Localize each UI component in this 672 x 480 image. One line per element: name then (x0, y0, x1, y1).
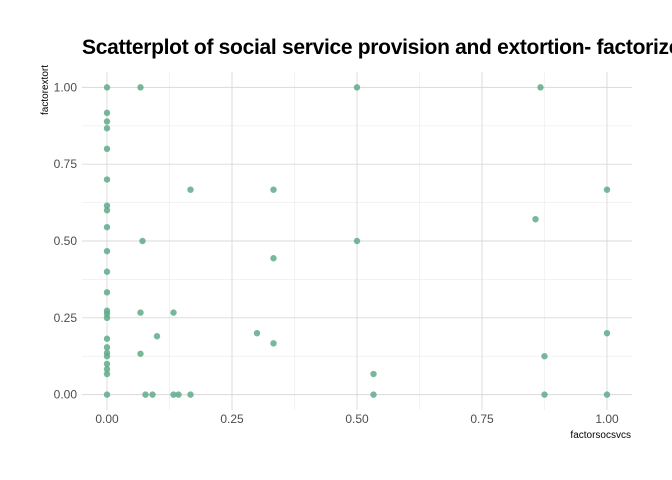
y-axis-title: factorextort (40, 65, 51, 115)
data-point (170, 309, 177, 316)
data-point (103, 335, 111, 342)
data-point (187, 391, 194, 398)
data-point (137, 350, 144, 357)
data-point (175, 391, 182, 398)
data-point (142, 391, 149, 398)
data-point (103, 118, 111, 125)
data-point (270, 186, 277, 193)
data-points (103, 84, 611, 398)
data-point (603, 391, 611, 398)
data-point (103, 202, 111, 209)
grid-lines (82, 72, 632, 410)
y-tick-label: 1.00 (54, 80, 78, 94)
tick-labels: 0.00 0.25 0.50 0.75 1.00 0.00 0.25 0.50 0.75 1.00 (54, 80, 619, 426)
data-point (253, 329, 261, 337)
data-point (103, 145, 111, 153)
data-point (103, 176, 111, 183)
data-point (149, 391, 156, 398)
data-point (603, 329, 611, 337)
data-point (137, 84, 144, 91)
data-point (370, 370, 377, 378)
data-point (103, 365, 111, 373)
data-point (103, 247, 111, 255)
data-point (103, 344, 111, 351)
y-tick-label: 0.25 (54, 311, 78, 325)
data-point (139, 237, 146, 245)
data-point (103, 84, 111, 91)
data-point (103, 207, 111, 214)
data-point (103, 268, 111, 275)
data-point (370, 391, 377, 398)
data-point (532, 215, 539, 223)
data-point (270, 340, 277, 347)
data-point (270, 255, 277, 262)
x-tick-label: 0.50 (345, 412, 369, 426)
data-point (103, 223, 111, 231)
x-tick-label: 0.25 (220, 412, 244, 426)
data-point (187, 186, 194, 193)
x-tick-label: 0.75 (470, 412, 494, 426)
data-point (103, 360, 111, 368)
x-axis-title: factorsocsvcs (570, 430, 631, 441)
data-point (541, 391, 548, 398)
x-tick-label: 1.00 (595, 412, 619, 426)
y-tick-label: 0.50 (54, 234, 78, 248)
data-point (103, 125, 111, 132)
data-point (353, 237, 361, 245)
data-point (537, 84, 544, 91)
data-point (103, 370, 111, 378)
data-point (103, 391, 111, 398)
data-point (170, 391, 177, 398)
data-point (103, 289, 111, 296)
x-tick-label: 0.00 (95, 412, 119, 426)
data-point (541, 353, 548, 360)
y-tick-label: 0.00 (54, 388, 78, 402)
data-point (103, 109, 111, 117)
data-point (137, 309, 144, 316)
data-point (103, 353, 111, 360)
data-point (153, 333, 161, 340)
data-point (353, 84, 361, 91)
data-point (103, 314, 111, 322)
y-tick-label: 0.75 (54, 157, 78, 171)
data-point (603, 186, 611, 193)
chart-title: Scatterplot of social service provision … (82, 36, 672, 59)
